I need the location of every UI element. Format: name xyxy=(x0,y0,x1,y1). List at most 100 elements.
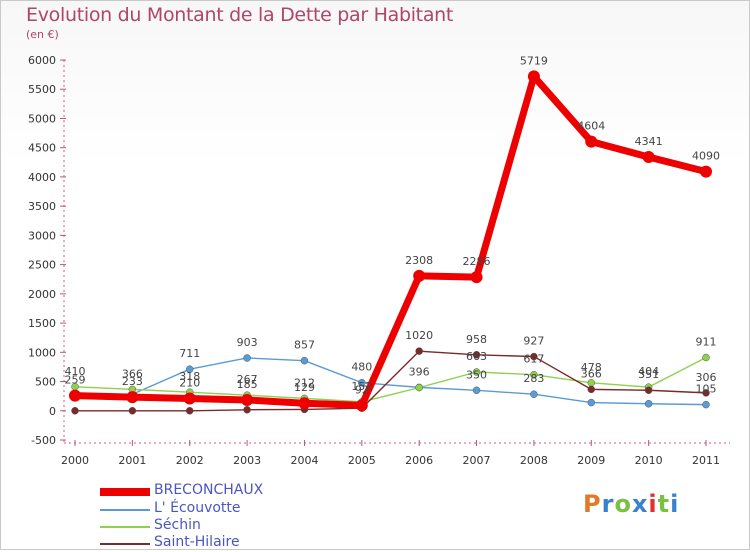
x-tick-label: 2000 xyxy=(61,454,89,467)
data-label: 283 xyxy=(523,372,544,385)
data-point xyxy=(183,392,196,405)
y-tick-label: 1000 xyxy=(28,346,56,359)
data-label: 366 xyxy=(581,367,602,380)
data-label: 396 xyxy=(409,366,430,379)
data-point xyxy=(413,269,426,282)
x-tick-label: 2005 xyxy=(348,454,376,467)
data-label: 404 xyxy=(638,365,659,378)
data-label: 212 xyxy=(294,376,315,389)
data-point xyxy=(702,400,710,409)
series-line-1 xyxy=(74,357,707,406)
y-tick-label: 6000 xyxy=(28,54,56,67)
legend-swatch xyxy=(100,526,150,528)
data-label: 958 xyxy=(466,333,487,346)
data-point xyxy=(358,378,366,387)
x-tick-label: 2003 xyxy=(233,454,261,467)
data-point xyxy=(470,271,483,284)
legend-label: L' Écouvotte xyxy=(154,500,241,516)
data-label: 2308 xyxy=(405,254,433,267)
data-label: 210 xyxy=(179,376,200,389)
data-label: 4604 xyxy=(577,120,605,133)
y-tick-label: 0 xyxy=(49,405,56,418)
data-label: 318 xyxy=(179,370,200,383)
data-point xyxy=(185,407,194,415)
data-point xyxy=(355,399,368,412)
y-tick-label: 4000 xyxy=(28,171,56,184)
proxiti-logo: Proxiti xyxy=(583,490,679,518)
data-label: 185 xyxy=(237,378,258,391)
data-point xyxy=(585,135,598,148)
y-tick-label: 5500 xyxy=(28,83,56,96)
data-point xyxy=(644,400,653,408)
y-tick-label: -500 xyxy=(31,434,56,447)
data-label: 1020 xyxy=(405,329,433,342)
data-point xyxy=(415,383,423,392)
y-tick-label: 1500 xyxy=(28,317,56,330)
logo-letter: o xyxy=(614,490,632,518)
data-point xyxy=(587,385,596,394)
chart-subtitle: (en €) xyxy=(26,28,59,41)
chart-title: Evolution du Montant de la Dette par Hab… xyxy=(26,4,454,26)
y-tick-label: 3500 xyxy=(28,200,56,213)
data-point xyxy=(241,393,254,406)
legend-swatch xyxy=(100,509,150,511)
data-point xyxy=(243,354,251,362)
x-tick-label: 2006 xyxy=(405,454,433,467)
data-point xyxy=(702,353,710,362)
legend-label: Séchin xyxy=(154,517,201,533)
data-label: 129 xyxy=(294,381,315,394)
y-tick-label: 500 xyxy=(35,376,56,389)
data-point xyxy=(472,386,481,395)
data-point xyxy=(185,365,194,373)
logo-letter: r xyxy=(601,490,615,518)
y-tick-label: 4500 xyxy=(28,142,56,155)
data-label: 105 xyxy=(696,383,717,396)
data-point xyxy=(300,356,309,365)
series-line-0 xyxy=(74,72,707,409)
data-label: 306 xyxy=(696,371,717,384)
data-point xyxy=(472,351,481,359)
data-point xyxy=(126,391,139,404)
data-label: 410 xyxy=(65,365,86,378)
data-label: 259 xyxy=(65,374,86,387)
data-point xyxy=(415,347,423,355)
data-label: 233 xyxy=(122,375,143,388)
data-point xyxy=(702,389,710,397)
data-point xyxy=(530,370,538,379)
data-point xyxy=(644,386,653,394)
data-label: 267 xyxy=(237,373,258,386)
data-label: 4090 xyxy=(692,150,720,163)
data-label: 5719 xyxy=(520,54,548,67)
x-tick-label: 2011 xyxy=(692,454,720,467)
x-tick-label: 2008 xyxy=(520,454,548,467)
y-tick-label: 3000 xyxy=(28,229,56,242)
data-point xyxy=(298,397,311,410)
data-label: 4341 xyxy=(635,135,663,148)
data-label: 617 xyxy=(523,353,544,366)
series-line-3 xyxy=(75,350,707,412)
data-point xyxy=(587,398,596,407)
data-point xyxy=(69,389,81,402)
data-label: 480 xyxy=(351,361,372,374)
x-tick-label: 2001 xyxy=(118,454,146,467)
x-tick-label: 2010 xyxy=(635,454,663,467)
data-point xyxy=(530,352,538,361)
data-label: 351 xyxy=(638,368,659,381)
logo-letter: i xyxy=(670,490,680,518)
data-label: 478 xyxy=(581,361,602,374)
x-tick-label: 2004 xyxy=(290,454,318,467)
logo-letter: t xyxy=(657,490,671,518)
x-tick-label: 2002 xyxy=(176,454,204,467)
x-tick-label: 2009 xyxy=(577,454,605,467)
logo-letter: P xyxy=(583,490,602,518)
legend-label: BRECONCHAUX xyxy=(154,482,264,498)
data-label: 2286 xyxy=(463,255,491,268)
legend-swatch xyxy=(100,543,150,545)
data-point xyxy=(243,406,251,414)
data-point xyxy=(530,390,538,398)
series-line-2 xyxy=(74,356,707,403)
data-label: 92 xyxy=(355,383,369,396)
data-point xyxy=(128,407,137,415)
logo-letter: x xyxy=(631,490,649,518)
